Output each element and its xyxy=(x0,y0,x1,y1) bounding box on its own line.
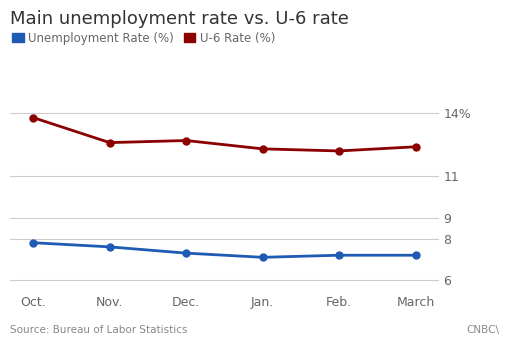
Text: Source: Bureau of Labor Statistics: Source: Bureau of Labor Statistics xyxy=(10,324,187,335)
Text: CNBC\: CNBC\ xyxy=(466,324,499,335)
Text: Main unemployment rate vs. U-6 rate: Main unemployment rate vs. U-6 rate xyxy=(10,10,348,28)
Legend: Unemployment Rate (%), U-6 Rate (%): Unemployment Rate (%), U-6 Rate (%) xyxy=(12,32,275,45)
